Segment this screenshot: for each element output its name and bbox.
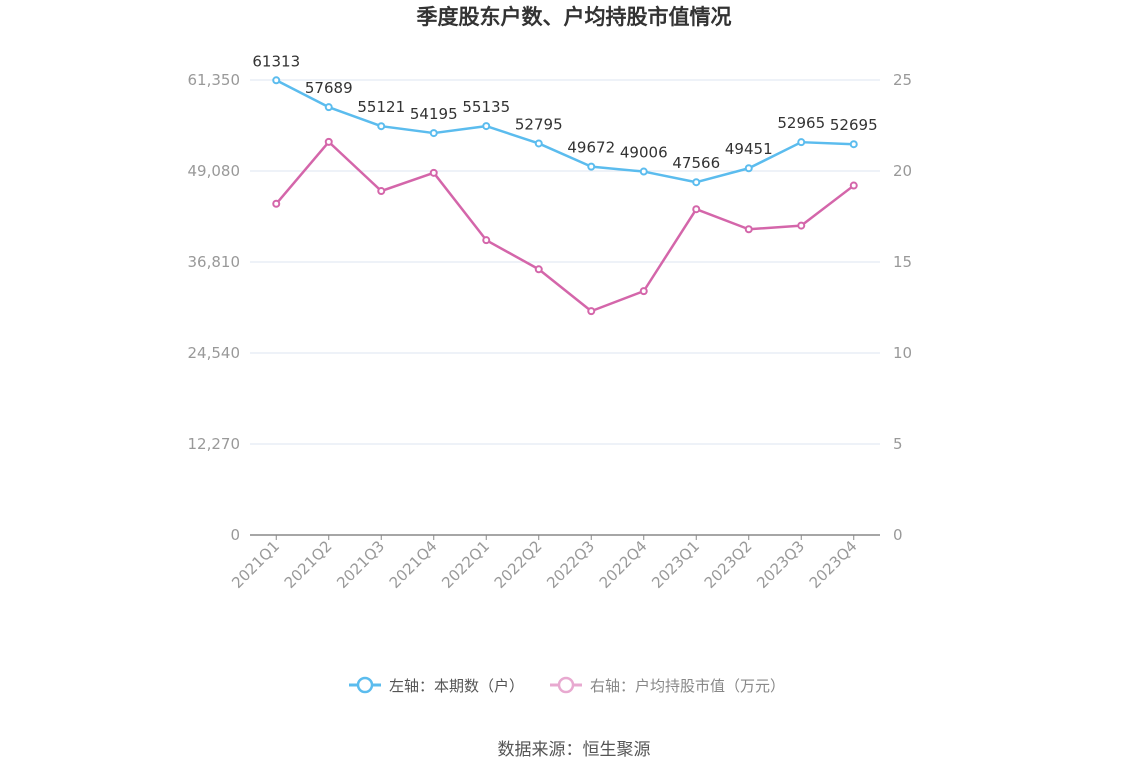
data-label: 55121 <box>357 98 405 116</box>
source-note: 数据来源：恒生聚源 <box>498 740 651 760</box>
series-point-left <box>849 140 858 149</box>
data-label: 47566 <box>672 154 720 172</box>
x-tick-label: 2021Q4 <box>386 537 441 592</box>
right-tick-label: 20 <box>893 162 912 180</box>
x-tick-label: 2022Q4 <box>596 537 651 592</box>
series-line-right <box>275 140 855 313</box>
series-line-left <box>275 79 854 184</box>
x-tick-label: 2022Q2 <box>491 537 546 592</box>
legend-marker-right <box>557 676 575 694</box>
legend-label-left: 左轴：本期数（户） <box>389 677 524 695</box>
x-tick-label: 2023Q2 <box>701 537 756 592</box>
series-point-left <box>639 167 648 176</box>
right-tick-label: 15 <box>893 253 912 271</box>
series-point-left <box>429 129 438 138</box>
left-tick-label: 61,350 <box>188 71 241 89</box>
data-label: 52695 <box>830 116 878 134</box>
series-point-right <box>849 181 858 190</box>
series-point-left <box>587 162 596 171</box>
x-tick-label: 2021Q1 <box>228 537 283 592</box>
x-tick-label: 2023Q4 <box>806 537 861 592</box>
right-tick-label: 0 <box>893 526 903 544</box>
series-point-right <box>639 287 648 296</box>
legend-label-right: 右轴：户均持股市值（万元） <box>590 677 785 695</box>
series-point-left <box>744 164 753 173</box>
left-tick-label: 24,540 <box>188 344 241 362</box>
data-label: 54195 <box>410 105 458 123</box>
series-point-left <box>272 76 281 85</box>
chart-title: 季度股东户数、户均持股市值情况 <box>417 5 732 29</box>
grid <box>250 79 880 445</box>
data-label: 52965 <box>777 114 825 132</box>
x-tick-label: 2023Q3 <box>753 537 808 592</box>
series-point-right <box>324 137 333 146</box>
right-axis: 25 20 15 10 5 0 <box>893 71 912 544</box>
left-tick-label: 12,270 <box>188 435 241 453</box>
right-tick-label: 25 <box>893 71 912 89</box>
series-point-right <box>482 236 491 245</box>
data-label: 57689 <box>305 79 353 97</box>
x-tick-label: 2021Q2 <box>281 537 336 592</box>
legend: 左轴：本期数（户） 右轴：户均持股市值（万元） <box>349 676 785 695</box>
series-point-left <box>797 138 806 147</box>
series-point-left <box>482 122 491 131</box>
x-axis: 2021Q12021Q22021Q32021Q42022Q12022Q22022… <box>228 534 880 592</box>
x-tick-label: 2023Q1 <box>648 537 703 592</box>
series-point-right <box>272 199 281 208</box>
data-label: 61313 <box>252 52 300 70</box>
left-tick-label: 36,810 <box>188 253 241 271</box>
x-tick-label: 2021Q3 <box>333 537 388 592</box>
legend-item-right-series[interactable]: 右轴：户均持股市值（万元） <box>550 676 785 695</box>
series <box>272 76 858 316</box>
right-tick-label: 10 <box>893 344 912 362</box>
series-point-left <box>377 122 386 131</box>
left-tick-label: 0 <box>230 526 240 544</box>
data-label: 55135 <box>462 98 510 116</box>
x-tick-label: 2022Q1 <box>438 537 493 592</box>
series-point-left <box>692 178 701 187</box>
series-point-right <box>744 225 753 234</box>
series-point-right <box>692 205 701 214</box>
x-tick-label: 2022Q3 <box>543 537 598 592</box>
data-label: 52795 <box>515 115 563 133</box>
left-axis: 61,350 49,080 36,810 24,540 12,270 0 <box>188 71 241 544</box>
series-point-right <box>587 307 596 316</box>
data-label: 49006 <box>620 144 668 162</box>
legend-item-left-series[interactable]: 左轴：本期数（户） <box>349 676 524 695</box>
data-label: 49672 <box>567 139 615 157</box>
series-point-left <box>324 103 333 112</box>
series-point-right <box>534 265 543 274</box>
left-tick-label: 49,080 <box>188 162 241 180</box>
data-label: 49451 <box>725 140 773 158</box>
series-point-right <box>429 168 438 177</box>
legend-marker-left <box>356 676 374 694</box>
right-tick-label: 5 <box>893 435 903 453</box>
series-point-left <box>534 139 543 148</box>
series-point-right <box>377 187 386 196</box>
series-point-right <box>797 221 806 230</box>
